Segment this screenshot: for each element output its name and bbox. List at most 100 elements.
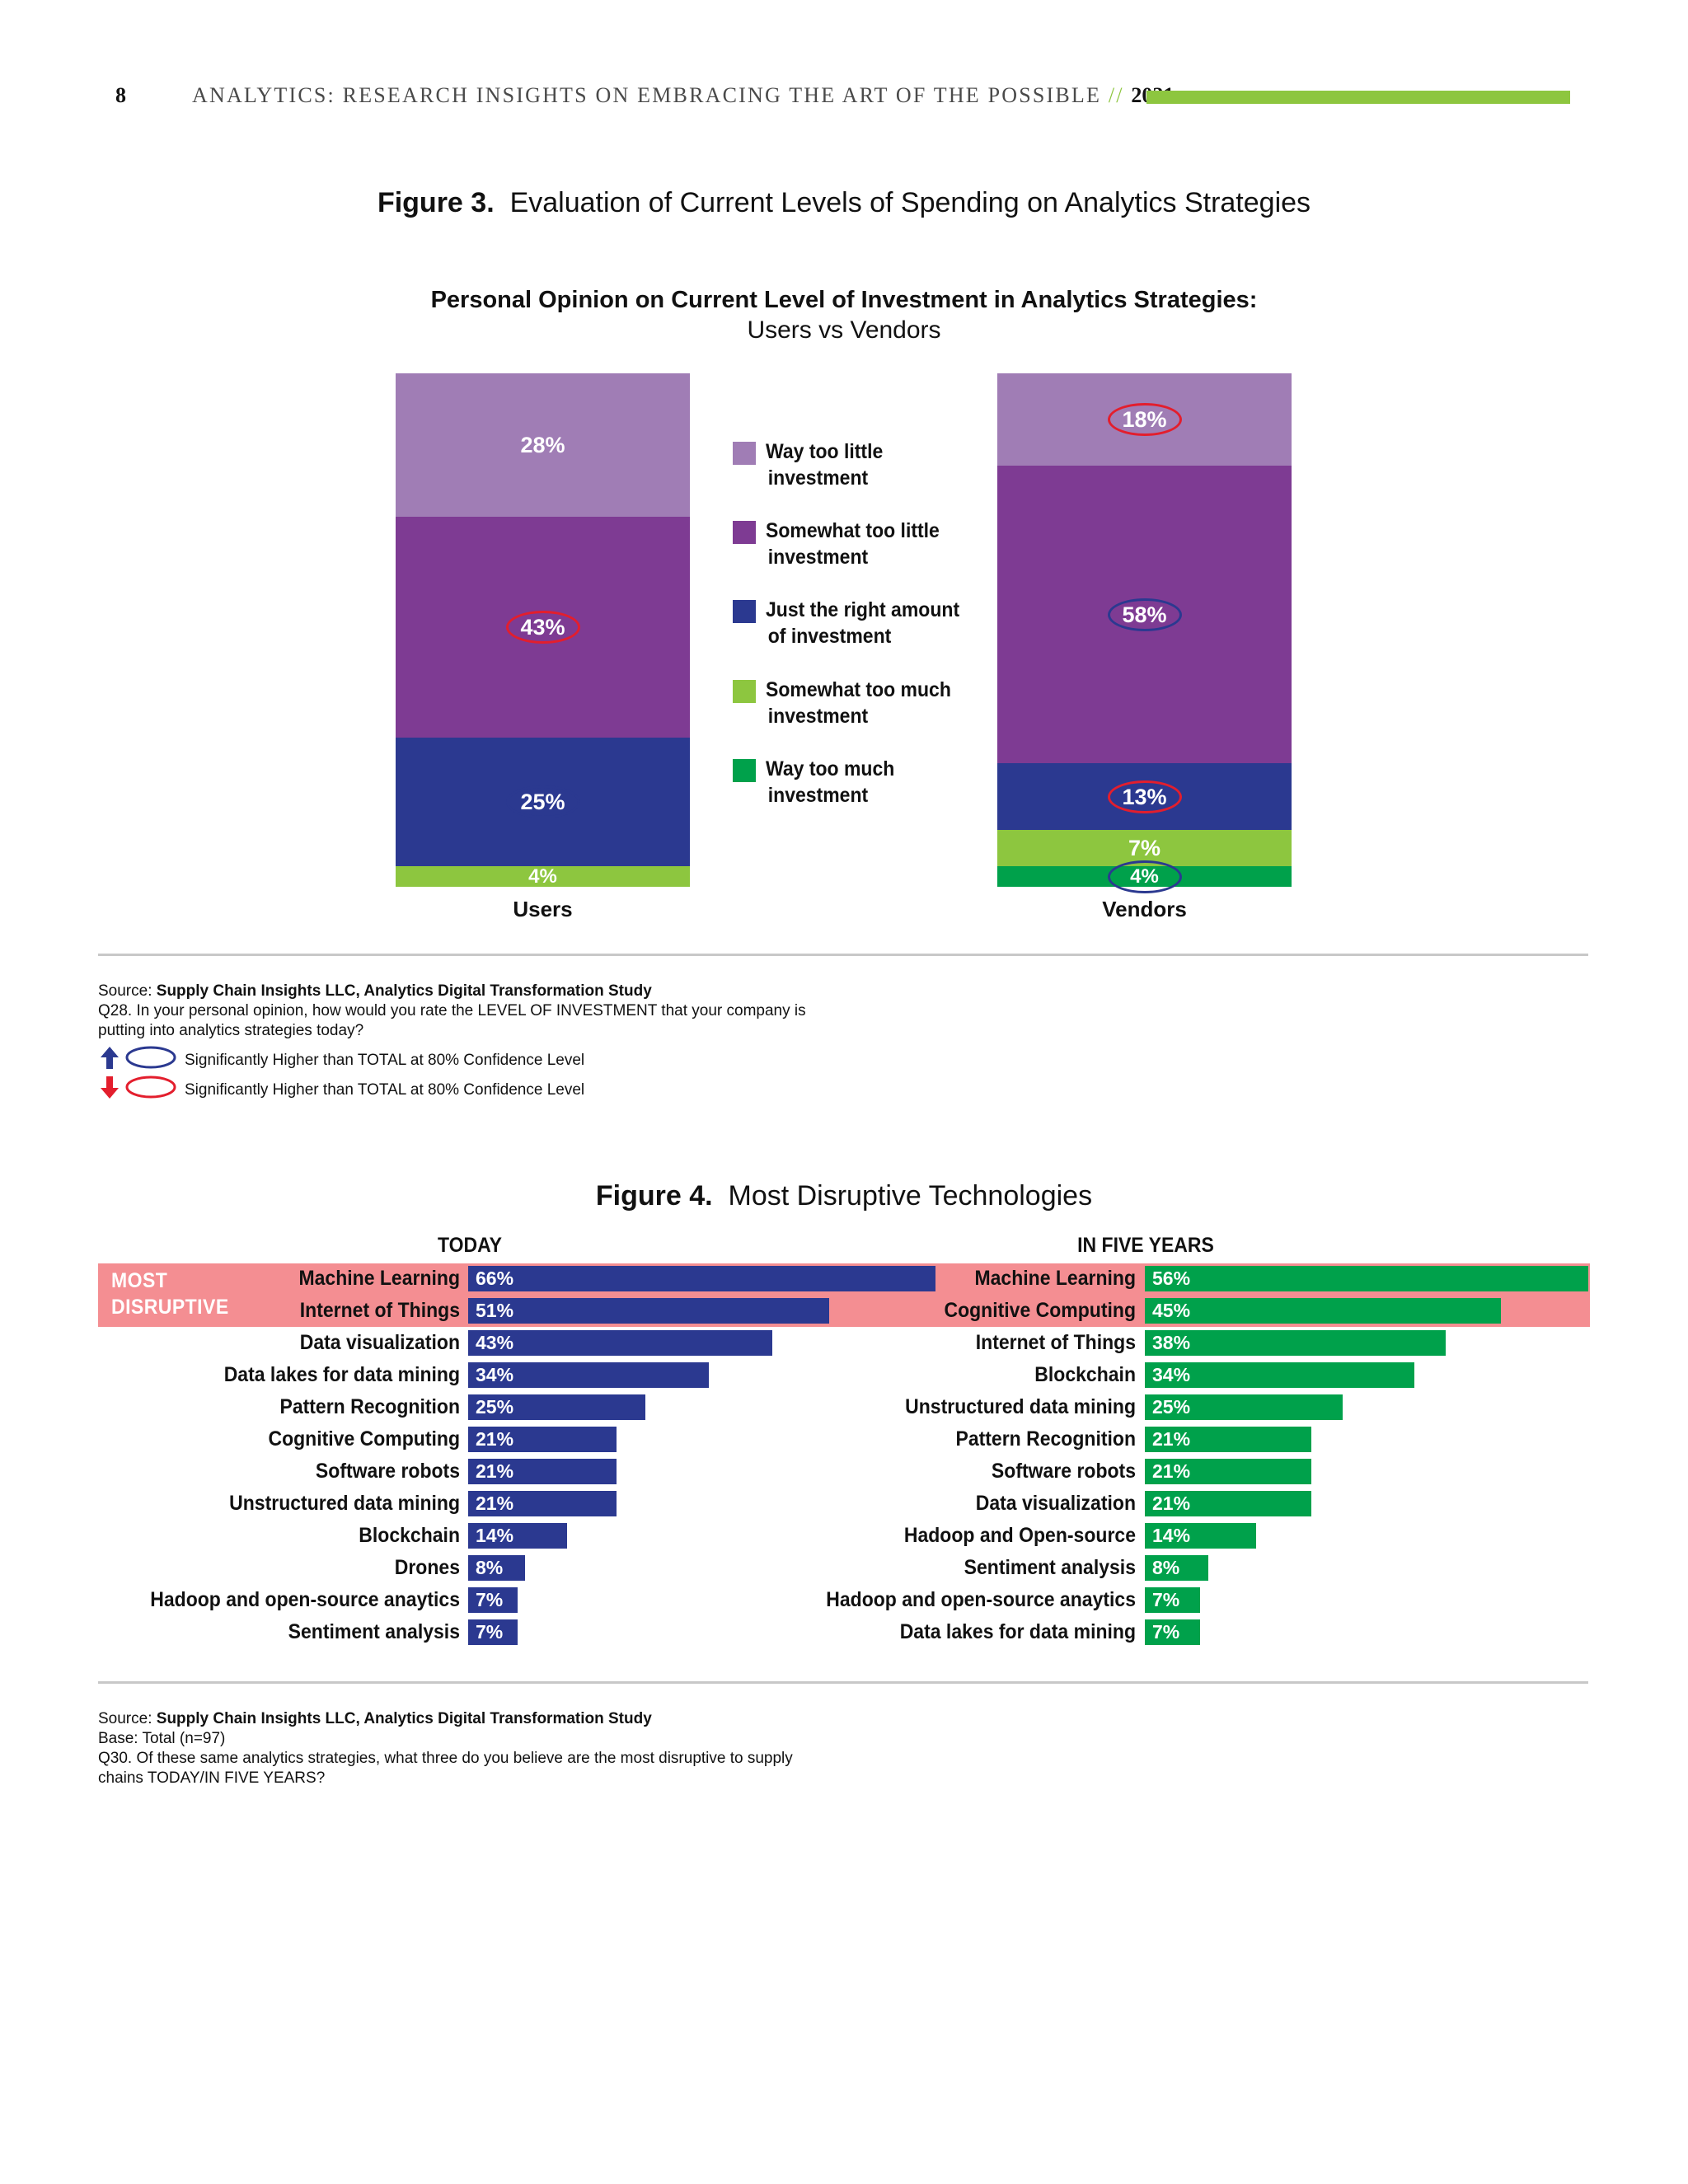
sig-higher-marker [1107,860,1182,893]
five-years-bar [1145,1587,1201,1613]
five-years-bar-value: 38% [1152,1332,1191,1353]
legend-label-way-too-little: Way too little investment [766,440,884,490]
today-row-label: Data visualization [299,1331,460,1354]
today-row-label: Internet of Things [299,1299,460,1322]
today-header-wrap: TODAY [387,1234,552,1258]
today-bar-value: 51% [476,1300,514,1321]
five-years-bar [1145,1523,1256,1549]
arrow-down-icon [101,1076,119,1099]
oval-blue-icon [125,1046,176,1069]
five-years-bar-value: 21% [1152,1460,1191,1482]
today-bar-value: 21% [476,1493,514,1514]
five-years-bar-value: 7% [1152,1621,1180,1643]
today-header: TODAY [438,1234,502,1257]
five-years-header: IN FIVE YEARS [1077,1234,1214,1257]
today-row-label: Cognitive Computing [268,1427,460,1451]
today-row-label: Hadoop and open-source anaytics [150,1588,460,1611]
five-years-row-label: Data lakes for data mining [899,1620,1136,1643]
today-row-label: Drones [394,1556,460,1579]
five-years-row-label: Hadoop and Open-source [903,1524,1136,1547]
bar-users-somewhat-too-much [396,866,690,887]
five-years-bar-value: 14% [1152,1525,1191,1546]
today-bar [468,1555,525,1581]
five-years-row-label: Software robots [991,1460,1136,1483]
chart1-subtitle: Users vs Vendors [747,316,941,344]
today-row-label: Blockchain [359,1524,460,1547]
today-row-label: Software robots [315,1460,460,1483]
today-bar-value: 25% [476,1396,514,1418]
five-years-bar-value: 21% [1152,1493,1191,1514]
sig-lower-marker [1107,780,1182,813]
divider [98,954,1588,956]
sig-lower-marker [505,611,580,644]
five-years-row-label: Internet of Things [975,1331,1136,1354]
figure4-question-line1: Q30. Of these same analytics strategies,… [98,1750,793,1767]
five-years-bar [1145,1266,1588,1291]
today-bar-value: 66% [476,1268,514,1289]
figure4-title: Figure 4. Most Disruptive Technologies [0,1180,1688,1212]
five-years-bar [1145,1394,1343,1420]
five-years-row-label: Cognitive Computing [944,1299,1136,1322]
today-bar-value: 14% [476,1525,514,1546]
category-label-users: Users [513,897,573,921]
today-bar [468,1491,617,1516]
data-label-users-way-too-little: 28% [520,433,565,458]
today-bar [468,1298,830,1324]
divider [98,1681,1588,1684]
five-years-bar [1145,1427,1311,1452]
today-bar [468,1266,935,1291]
running-title-text: ANALYTICS: RESEARCH INSIGHTS ON EMBRACIN… [192,83,1102,107]
sig-lower-key [101,1076,176,1099]
today-bar [468,1330,773,1356]
today-row-label: Unstructured data mining [229,1492,460,1515]
today-bar-value: 7% [476,1621,504,1643]
legend-swatch-just-right [733,600,756,623]
today-bar-value: 7% [476,1589,504,1610]
five-years-bar-value: 45% [1152,1300,1191,1321]
five-years-bar-value: 25% [1152,1396,1191,1418]
five-years-row-label: Blockchain [1034,1363,1136,1386]
figure3-question-line1: Q28. In your personal opinion, how would… [98,1002,806,1019]
today-bar [468,1394,645,1420]
five-years-bar [1145,1298,1502,1324]
today-row-label: Pattern Recognition [279,1395,460,1418]
running-title: ANALYTICS: RESEARCH INSIGHTS ON EMBRACIN… [192,83,1174,108]
legend-label-way-too-much: Way too much investment [766,757,895,807]
today-bar [468,1619,518,1645]
five-years-bar [1145,1555,1208,1581]
figure3-title: Figure 3. Evaluation of Current Levels o… [0,187,1688,219]
sig-higher-marker [1107,598,1182,631]
today-bar [468,1427,617,1452]
five-years-row-label: Pattern Recognition [955,1427,1136,1451]
five-years-bar [1145,1330,1447,1356]
legend-label-just-right: Just the right amount of investment [766,598,960,648]
sig-lower-marker [1107,403,1182,437]
legend-label-somewhat-too-much: Somewhat too much investment [766,678,951,728]
today-row-label: Data lakes for data mining [223,1363,460,1386]
today-row-label: Machine Learning [298,1267,460,1290]
header-accent-bar [1146,91,1570,104]
five-years-bar [1145,1459,1311,1484]
today-row-label: Sentiment analysis [288,1620,460,1643]
five-years-bar-value: 56% [1152,1268,1191,1289]
figure4-question-line2: chains TODAY/IN FIVE YEARS? [98,1769,326,1787]
today-bar [468,1459,617,1484]
most-disruptive-label: MOST DISRUPTIVE [111,1269,229,1319]
page-number: 8 [115,83,126,107]
oval-red-icon [125,1076,176,1099]
today-bar-value: 34% [476,1364,514,1385]
five-years-bar [1145,1491,1311,1516]
five-years-bar [1145,1362,1414,1388]
five-years-row-label: Unstructured data mining [905,1395,1136,1418]
today-bar-value: 21% [476,1460,514,1482]
figure4-source: Source: Supply Chain Insights LLC, Analy… [98,1710,652,1727]
today-bar [468,1587,518,1613]
figure3-source: Source: Supply Chain Insights LLC, Analy… [98,982,652,1000]
today-bar-value: 43% [476,1332,514,1353]
today-bar [468,1362,710,1388]
category-label-vendors: Vendors [1102,897,1187,921]
figure4-caption: Most Disruptive Technologies [728,1180,1093,1212]
legend-swatch-way-too-much [733,759,756,782]
figure3-label: Figure 3. [377,187,495,218]
legend-swatch-somewhat-too-much [733,680,756,703]
